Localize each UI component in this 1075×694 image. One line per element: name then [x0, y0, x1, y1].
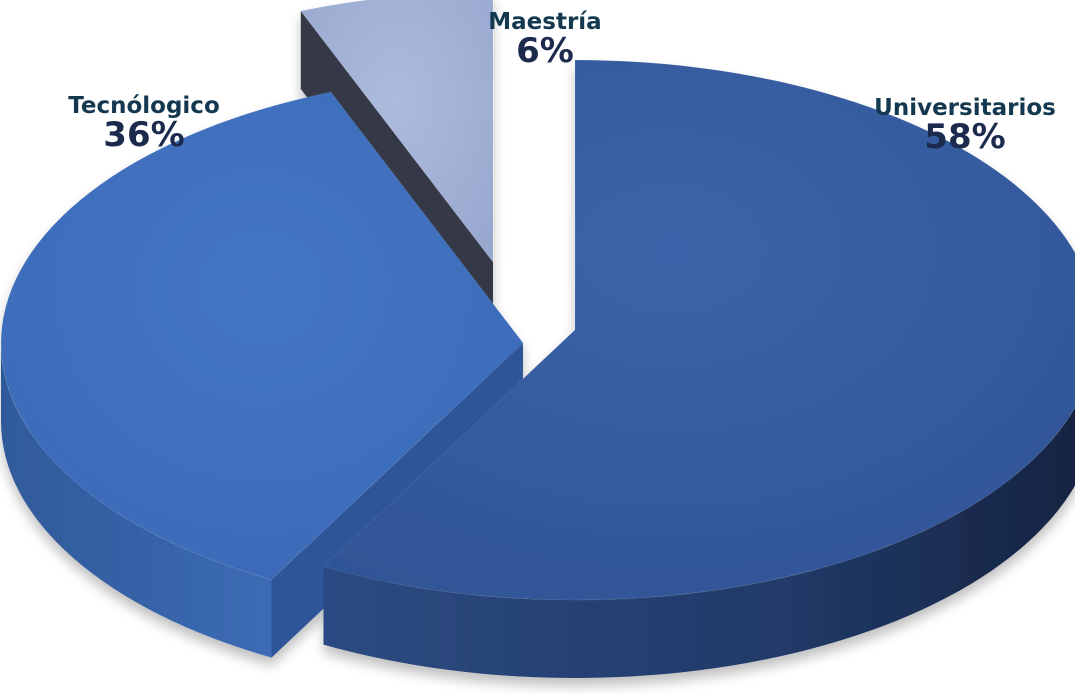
slice-name-universitarios: Universitarios	[874, 95, 1056, 121]
pie-slice-top	[322, 59, 1075, 601]
slice-name-maestria: Maestría	[488, 9, 602, 35]
pie-slice-top	[0, 91, 524, 581]
slice-name-tecnologico: Tecnólogico	[68, 93, 220, 119]
label-tecnologico: Tecnólogico 36%	[34, 94, 254, 154]
label-maestria: Maestría 6%	[455, 10, 635, 70]
pie-slice-top	[299, 0, 494, 264]
pie-slice-side	[0, 343, 272, 658]
slice-value-maestria: 6%	[516, 31, 574, 72]
slice-value-tecnologico: 36%	[103, 115, 185, 156]
slice-value-universitarios: 58%	[924, 117, 1006, 158]
pie-slice-universitarios	[322, 59, 1075, 678]
pie-slice-side	[323, 407, 1075, 678]
label-universitarios: Universitarios 58%	[858, 96, 1072, 156]
pie-slice-tecnólogico	[0, 91, 524, 658]
